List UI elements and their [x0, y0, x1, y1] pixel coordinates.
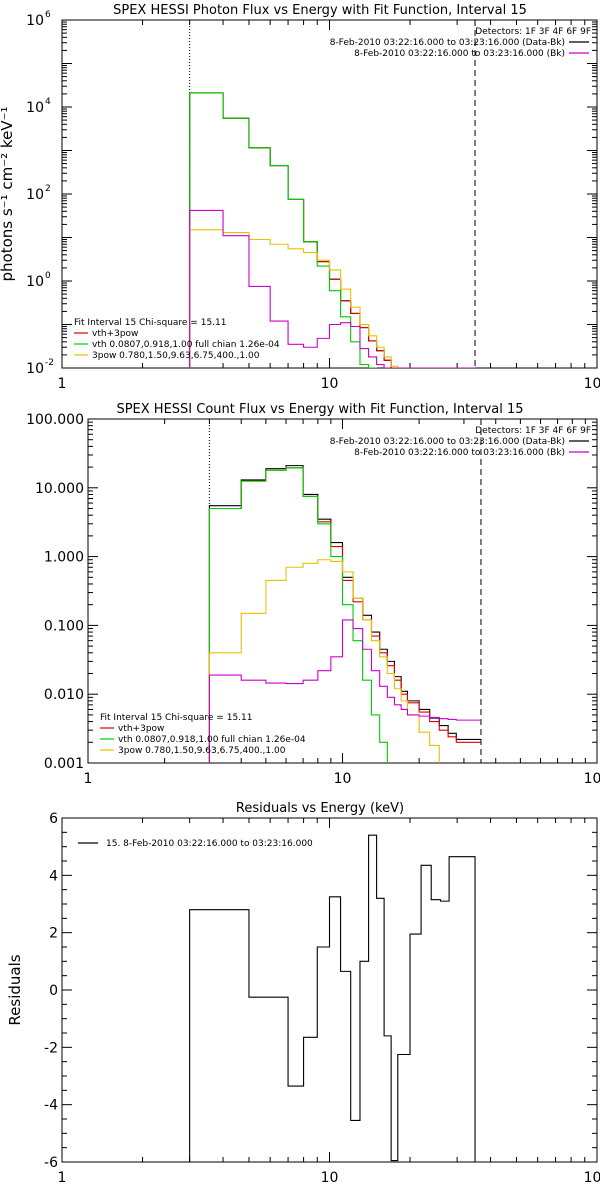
x-tick-label: 10: [334, 771, 352, 787]
series-step-line: [189, 209, 476, 368]
count-flux-panel: SPEX HESSI Count Flux vs Energy with Fit…: [26, 402, 600, 787]
legend-entry: 8-Feb-2010 03:22:16.000 to 03:23:16.000 …: [330, 437, 565, 447]
legend-entry: Detectors: 1F 3F 4F 6F 9F: [475, 27, 591, 37]
fit-legend-entry: 3pow 0.780,1.50,9.63,6.75,400.,1.00: [118, 746, 286, 756]
plot-frame: [61, 817, 598, 1163]
residuals-panel: Residuals vs Energy (keV) 1 10 100 6 4 2 0 -2 -4…: [6, 801, 600, 1186]
legend-entry: 15. 8-Feb-2010 03:22:16.000 to 03:23:16.…: [106, 839, 313, 849]
x-tick-label: 10: [321, 376, 339, 392]
x-tick-label: 1: [58, 376, 67, 392]
fit-legend-entry: vth 0.0807,0.918,1.00 full chian 1.26e-0…: [118, 735, 306, 745]
series-step-line: [189, 92, 378, 368]
x-tick-label: 100: [584, 376, 600, 392]
series-step-line: [189, 229, 422, 368]
y-tick-label: 10: [26, 13, 44, 29]
series-step-line: [189, 92, 476, 368]
legend-entry: 8-Feb-2010 03:22:16.000 to 03:23:16.000 …: [330, 38, 565, 48]
y-tick-label: 100.000: [26, 412, 84, 428]
x-tick-label: 100: [584, 1170, 600, 1186]
y-axis-label: photons s⁻¹ cm⁻² keV⁻¹: [0, 107, 16, 282]
fit-legend-entry: 3pow 0.780,1.50,9.63,6.75,400.,1.00: [92, 351, 260, 361]
x-tick-label: 1: [58, 1170, 67, 1186]
legend-entry: 8-Feb-2010 03:22:16.000 to 03:23:16.000 …: [354, 49, 565, 59]
x-tick-label: 100: [584, 771, 600, 787]
photon-flux-panel: SPEX HESSI Photon Flux vs Energy with Fi…: [0, 3, 600, 392]
series-step-line: [189, 834, 476, 1162]
series-step-line: [208, 467, 388, 763]
y-tick-label: 0.010: [44, 687, 84, 703]
y-tick-exponent: -2: [45, 358, 54, 368]
y-tick-exponent: 6: [45, 10, 51, 20]
fit-legend-entry: vth+3pow: [118, 724, 164, 734]
y-tick-label: 10: [26, 100, 44, 116]
y-tick-label: 0.100: [44, 618, 84, 634]
fit-legend-entry: vth+3pow: [92, 329, 138, 339]
x-tick-label: 10: [321, 1170, 339, 1186]
series-group: [189, 92, 476, 368]
y-tick-exponent: 2: [45, 184, 51, 194]
series-step-line: [208, 619, 481, 763]
legend-entry: 8-Feb-2010 03:22:16.000 to 03:23:16.000 …: [354, 448, 565, 458]
x-tick-label: 1: [84, 771, 93, 787]
y-tick-label: -6: [44, 1155, 58, 1171]
y-tick-exponent: 4: [45, 97, 51, 107]
photon-flux-title: SPEX HESSI Photon Flux vs Energy with Fi…: [113, 3, 527, 18]
series-group: [189, 834, 476, 1162]
fit-legend-entry: vth 0.0807,0.918,1.00 full chian 1.26e-0…: [92, 340, 280, 350]
y-tick-label: 10: [26, 274, 44, 290]
fit-legend-entry: Fit Interval 15 Chi-square = 15.11: [74, 318, 226, 328]
y-tick-exponent: 0: [45, 271, 51, 281]
y-axis-label: Residuals: [6, 954, 24, 1025]
legend-entry: Detectors: 1F 3F 4F 6F 9F: [475, 426, 591, 436]
series-group: [208, 465, 481, 763]
y-tick-label: 10: [26, 187, 44, 203]
y-tick-label: -2: [44, 1040, 58, 1056]
y-tick-label: 2: [49, 926, 58, 942]
y-tick-label: -4: [44, 1098, 58, 1114]
y-tick-label: 10: [26, 361, 44, 377]
fit-legend-entry: Fit Interval 15 Chi-square = 15.11: [100, 713, 252, 723]
y-tick-label: 0: [49, 983, 58, 999]
count-flux-title: SPEX HESSI Count Flux vs Energy with Fit…: [116, 402, 523, 417]
y-tick-label: 0.001: [44, 756, 84, 772]
y-tick-label: 4: [49, 868, 58, 884]
series-step-line: [189, 92, 476, 368]
y-tick-label: 1.000: [44, 550, 84, 566]
y-tick-label: 10.000: [35, 481, 84, 497]
plot-frame: [61, 19, 598, 369]
residuals-title: Residuals vs Energy (keV): [236, 801, 404, 816]
y-tick-label: 6: [49, 811, 58, 827]
